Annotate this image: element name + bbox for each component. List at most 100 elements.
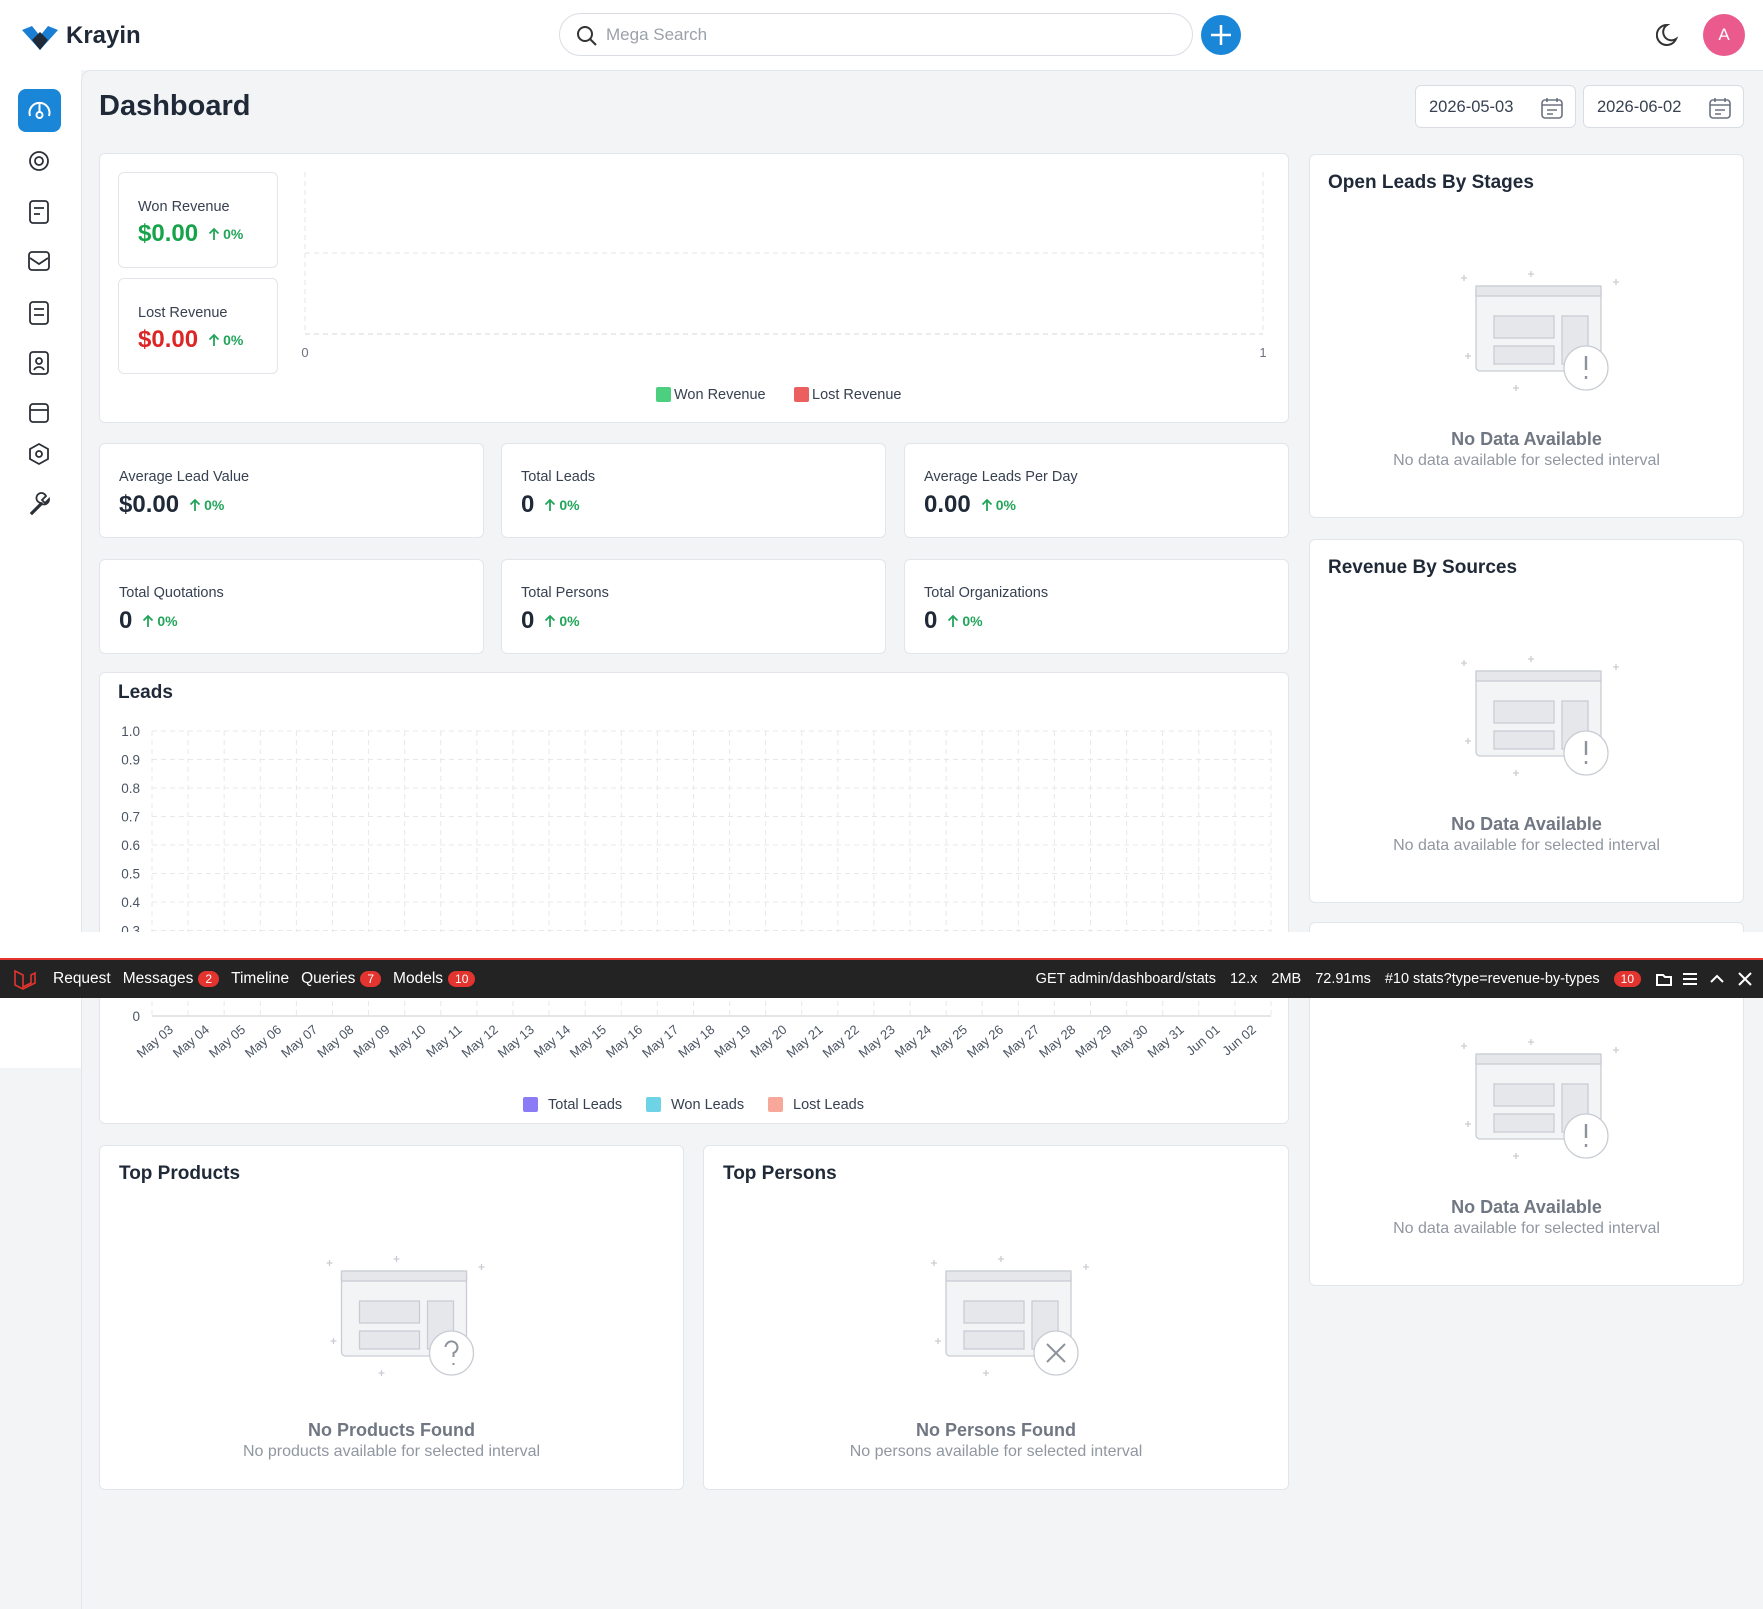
empty-detail: No data available for selected interval — [1393, 1220, 1660, 1237]
card-value-row: $0.00 0% — [138, 326, 243, 354]
up-arrow — [189, 498, 201, 511]
card-label: Lost Revenue — [138, 305, 228, 321]
card-value-row: 0.00 0% — [924, 491, 1016, 519]
debug-text: 12.x — [1229, 971, 1258, 987]
card-label: Average Leads Per Day — [924, 469, 1078, 485]
up-arrow — [545, 498, 556, 511]
add-button[interactable] — [1200, 14, 1242, 56]
debug-tab[interactable]: Request — [53, 970, 111, 988]
stat-card: Total Leads 0 0% — [501, 443, 886, 538]
card-value-row: 0 0% — [924, 607, 983, 635]
tab-count: 2 — [198, 971, 220, 987]
dark-mode-toggle[interactable] — [1656, 21, 1684, 49]
card-value: 0 — [119, 607, 133, 634]
panel-title: Top Persons — [723, 1163, 837, 1184]
history-count: 10 — [1613, 971, 1641, 987]
card-value: 0 — [521, 491, 535, 518]
debug-time: 72.91ms — [1315, 971, 1371, 987]
date-text: 2026-06-02 — [1597, 98, 1682, 116]
card-label: Total Organizations — [924, 585, 1049, 601]
side-panel: Open Leads By Stages No Data Available No … — [1309, 154, 1744, 518]
date-text: 2026-05-03 — [1429, 98, 1514, 116]
empty-detail: No data available for selected interval — [1393, 837, 1660, 854]
search-box[interactable]: Mega Search — [559, 13, 1193, 56]
tab-label: Timeline — [231, 970, 290, 987]
tab-count: 7 — [360, 971, 382, 987]
tab-label: Messages — [122, 970, 194, 987]
nav-dashboard[interactable] — [18, 89, 61, 132]
card-value: 0 — [521, 607, 535, 634]
debug-control-icons[interactable] — [1655, 970, 1755, 988]
avatar[interactable]: A — [1703, 14, 1745, 56]
bottom-panel: Top Persons No Persons Found No persons av… — [703, 1145, 1289, 1490]
debug-tab[interactable]: Timeline — [231, 970, 289, 988]
card-value-row: 0 0% — [521, 607, 580, 635]
debug-text: 72.91ms — [1315, 971, 1371, 987]
card-label: Won Revenue — [138, 199, 230, 215]
change-text: 0% — [223, 332, 244, 348]
card-change: 0% — [544, 613, 580, 629]
empty-message: No Data Available — [1451, 429, 1602, 449]
stat-card: Average Lead Value $0.00 0% — [99, 443, 484, 538]
card-label: Total Persons — [521, 585, 609, 601]
card-change: 0% — [544, 497, 580, 513]
stat-card: Total Persons 0 0% — [501, 559, 886, 654]
nav-icon — [28, 101, 51, 119]
card-change: 0% — [208, 226, 243, 242]
tab-count: 10 — [448, 971, 476, 987]
empty-message: No Persons Found — [915, 1420, 1076, 1440]
up-arrow — [143, 614, 154, 627]
debug-tab[interactable]: Models 10 — [393, 970, 476, 988]
panel-title: Revenue By Sources — [1328, 557, 1518, 578]
revenue-card: Won Revenue $0.00 0% — [118, 172, 278, 268]
card-change: 0% — [189, 497, 224, 513]
card-change: 0% — [208, 332, 243, 348]
change-text: 0% — [559, 613, 580, 629]
empty-detail: No products available for selected inter… — [242, 1443, 541, 1460]
logo-icon — [22, 26, 58, 50]
card-value: $0.00 — [138, 326, 199, 353]
debug-history[interactable]: 10 — [1613, 971, 1641, 987]
panel-title: Open Leads By Stages — [1328, 172, 1534, 193]
card-value-row: $0.00 0% — [138, 220, 243, 248]
up-arrow — [208, 227, 220, 240]
header: Krayin Mega Search A — [0, 0, 1763, 70]
debug-controls[interactable] — [1655, 970, 1755, 988]
debugbar-logo — [14, 969, 36, 990]
main-area — [81, 70, 1763, 1609]
revenue-panel — [99, 153, 1289, 423]
panel-title: Top Products — [119, 1163, 241, 1184]
card-label: Average Lead Value — [119, 469, 250, 485]
sidebar-gap — [0, 1068, 81, 1609]
date-to[interactable]: 2026-06-02 — [1583, 85, 1744, 128]
nav-icons[interactable] — [26, 148, 56, 568]
change-text: 0% — [559, 497, 580, 513]
debug-request[interactable]: #10 stats?type=revenue-by-types — [1385, 971, 1600, 987]
change-text: 0% — [962, 613, 983, 629]
card-value-row: 0 0% — [521, 491, 580, 519]
date-from[interactable]: 2026-05-03 — [1415, 85, 1576, 128]
debug-text: 2MB — [1271, 971, 1302, 987]
calendar-icon — [1541, 98, 1563, 119]
tab-label: Request — [53, 970, 111, 987]
debug-tab[interactable]: Queries 7 — [301, 970, 382, 988]
bottom-panel: Top Products No Products Found No products… — [99, 1145, 684, 1490]
debug-text: #10 stats?type=revenue-by-types — [1384, 971, 1600, 987]
calendar-icon — [1709, 98, 1731, 119]
debug-memory: 2MB — [1271, 971, 1301, 987]
change-text: 0% — [995, 497, 1016, 513]
up-arrow — [545, 614, 556, 627]
debug-tab[interactable]: Messages 2 — [122, 970, 220, 988]
empty-message: No Data Available — [1451, 814, 1602, 834]
empty-detail: No persons available for selected interv… — [849, 1443, 1143, 1460]
card-change: 0% — [947, 613, 983, 629]
card-change: 0% — [981, 497, 1016, 513]
tab-label: Queries — [301, 970, 356, 987]
search-icon — [577, 26, 597, 46]
side-panel: Revenue By Sources No Data Available No da… — [1309, 539, 1744, 903]
tab-label: Models — [393, 970, 444, 987]
stat-card: Average Leads Per Day 0.00 0% — [904, 443, 1289, 538]
debug-text: GET admin/dashboard/stats — [1035, 971, 1216, 987]
logo-text: Krayin — [66, 22, 141, 49]
